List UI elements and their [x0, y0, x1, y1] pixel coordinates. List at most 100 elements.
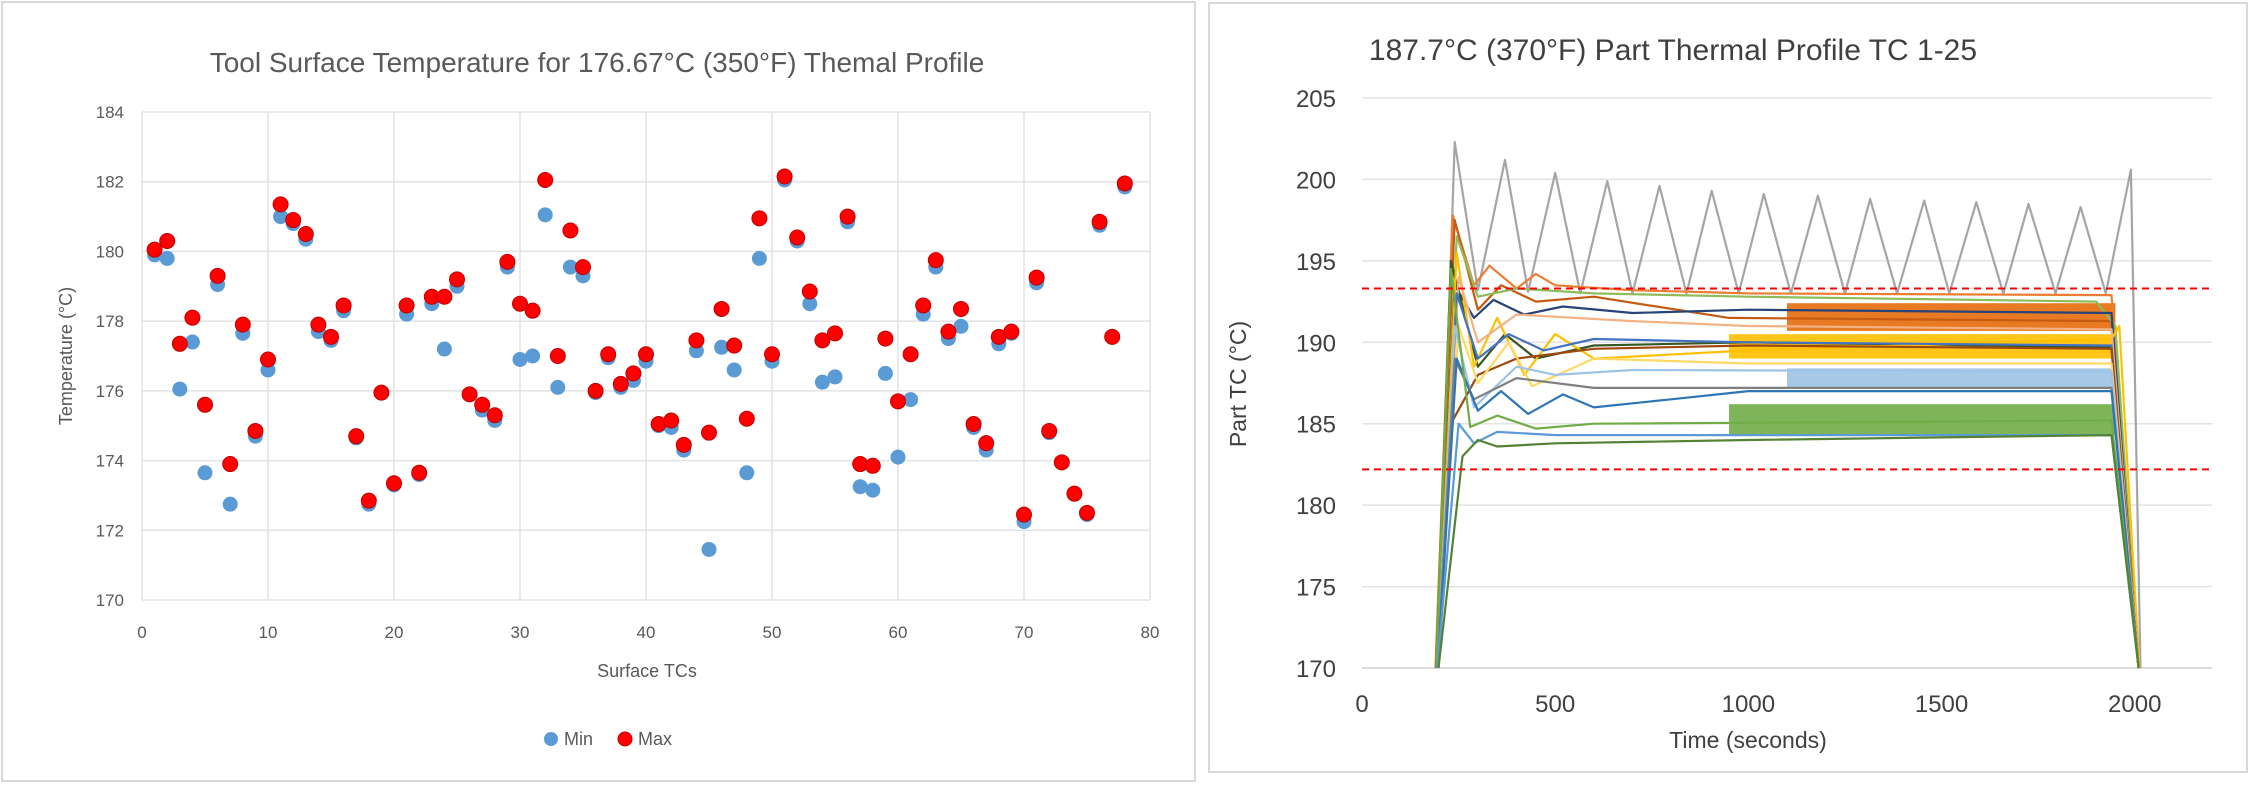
- max-point: [751, 210, 768, 227]
- max-point: [839, 208, 856, 225]
- tc-series-line: [1436, 324, 2140, 669]
- x-tick-label: 70: [1015, 623, 1034, 642]
- min-point: [436, 341, 452, 357]
- tc-series-line: [1436, 292, 2140, 669]
- tc-series-line: [1436, 357, 2140, 669]
- max-point: [549, 348, 566, 364]
- min-point: [222, 496, 238, 512]
- x-tick-label: 10: [259, 623, 278, 642]
- min-point: [172, 381, 188, 397]
- min-point: [159, 250, 175, 266]
- max-point: [726, 337, 743, 354]
- max-point: [801, 283, 818, 300]
- max-point: [436, 288, 453, 305]
- x-tick-label: 50: [763, 623, 782, 642]
- y-tick-label: 175: [1296, 575, 1336, 602]
- tc-series-line: [1436, 357, 2140, 669]
- min-point: [726, 362, 742, 378]
- min-point: [197, 465, 213, 481]
- max-point: [877, 330, 894, 347]
- min-point: [865, 482, 881, 498]
- x-tick-label: 40: [637, 623, 656, 642]
- max-point: [701, 424, 717, 441]
- min-point: [739, 465, 755, 481]
- left-tick-labels: 170 172 174 176 178 180 182 184 0 10 20 30 40 50 60 70 8…: [96, 103, 1160, 642]
- max-point: [789, 229, 806, 246]
- max-point: [890, 393, 906, 410]
- y-tick-label: 180: [1296, 493, 1336, 520]
- max-point: [159, 232, 176, 249]
- left-x-axis-label: Surface TCs: [597, 661, 697, 681]
- max-point: [587, 382, 604, 399]
- min-point: [814, 374, 830, 390]
- max-point: [1116, 175, 1133, 192]
- max-point: [978, 435, 995, 452]
- max-point: [827, 325, 843, 342]
- min-point: [537, 207, 553, 223]
- max-point: [562, 222, 579, 239]
- min-point: [184, 334, 200, 350]
- y-tick-label: 185: [1296, 412, 1336, 439]
- max-point: [575, 259, 591, 276]
- max-point: [272, 196, 289, 213]
- max-point: [285, 212, 302, 229]
- min-point: [751, 250, 767, 266]
- min-point: [802, 296, 818, 312]
- max-point: [814, 332, 831, 349]
- left-data-points: [146, 168, 1133, 557]
- min-point: [852, 479, 868, 495]
- max-point: [663, 412, 680, 429]
- y-tick-label: 174: [96, 452, 124, 471]
- max-point: [1079, 504, 1095, 521]
- max-point: [1091, 213, 1108, 230]
- max-point: [1053, 454, 1070, 471]
- max-point: [360, 492, 377, 509]
- tc-series-line: [1435, 267, 2140, 669]
- y-tick-label: 200: [1296, 167, 1336, 194]
- x-tick-label: 2000: [2108, 691, 2161, 718]
- max-point: [600, 346, 617, 363]
- max-point: [297, 226, 314, 242]
- min-point: [903, 392, 919, 408]
- max-point: [738, 410, 755, 427]
- max-point: [953, 300, 969, 317]
- max-point: [512, 295, 528, 312]
- max-point: [171, 335, 188, 352]
- max-point: [486, 407, 503, 424]
- y-tick-label: 172: [96, 521, 124, 540]
- max-point: [499, 253, 516, 270]
- oscillation-band: [1729, 404, 2116, 436]
- min-point: [550, 379, 566, 395]
- tc-series-line: [1436, 324, 2140, 669]
- max-point: [461, 386, 478, 403]
- max-point: [675, 436, 692, 453]
- right-tick-labels: 170 175 180 185 190 195 200 205 0 500 1000 1500 2000: [1296, 86, 2161, 718]
- min-point: [525, 348, 541, 364]
- max-point: [965, 415, 982, 432]
- max-point: [197, 396, 213, 413]
- max-point: [411, 464, 428, 481]
- tc-series-line: [1437, 434, 2140, 669]
- min-point: [512, 351, 528, 367]
- max-point: [524, 302, 541, 319]
- max-point: [1066, 485, 1083, 502]
- min-point: [562, 259, 578, 275]
- max-point: [1028, 269, 1045, 286]
- min-point: [827, 369, 843, 385]
- max-point: [474, 396, 491, 413]
- max-point: [348, 428, 365, 445]
- max-point: [335, 297, 352, 314]
- y-tick-label: 180: [96, 242, 124, 261]
- x-tick-label: 1500: [1915, 691, 1968, 718]
- max-point: [927, 252, 944, 269]
- max-point: [1016, 506, 1032, 523]
- max-point: [915, 297, 932, 314]
- max-point: [386, 475, 402, 492]
- x-tick-label: 30: [511, 623, 530, 642]
- max-point: [146, 241, 163, 258]
- right-x-axis-label: Time (seconds): [1669, 727, 1827, 753]
- max-point: [222, 456, 239, 473]
- legend-min-label: Min: [564, 729, 593, 749]
- max-point: [713, 300, 730, 317]
